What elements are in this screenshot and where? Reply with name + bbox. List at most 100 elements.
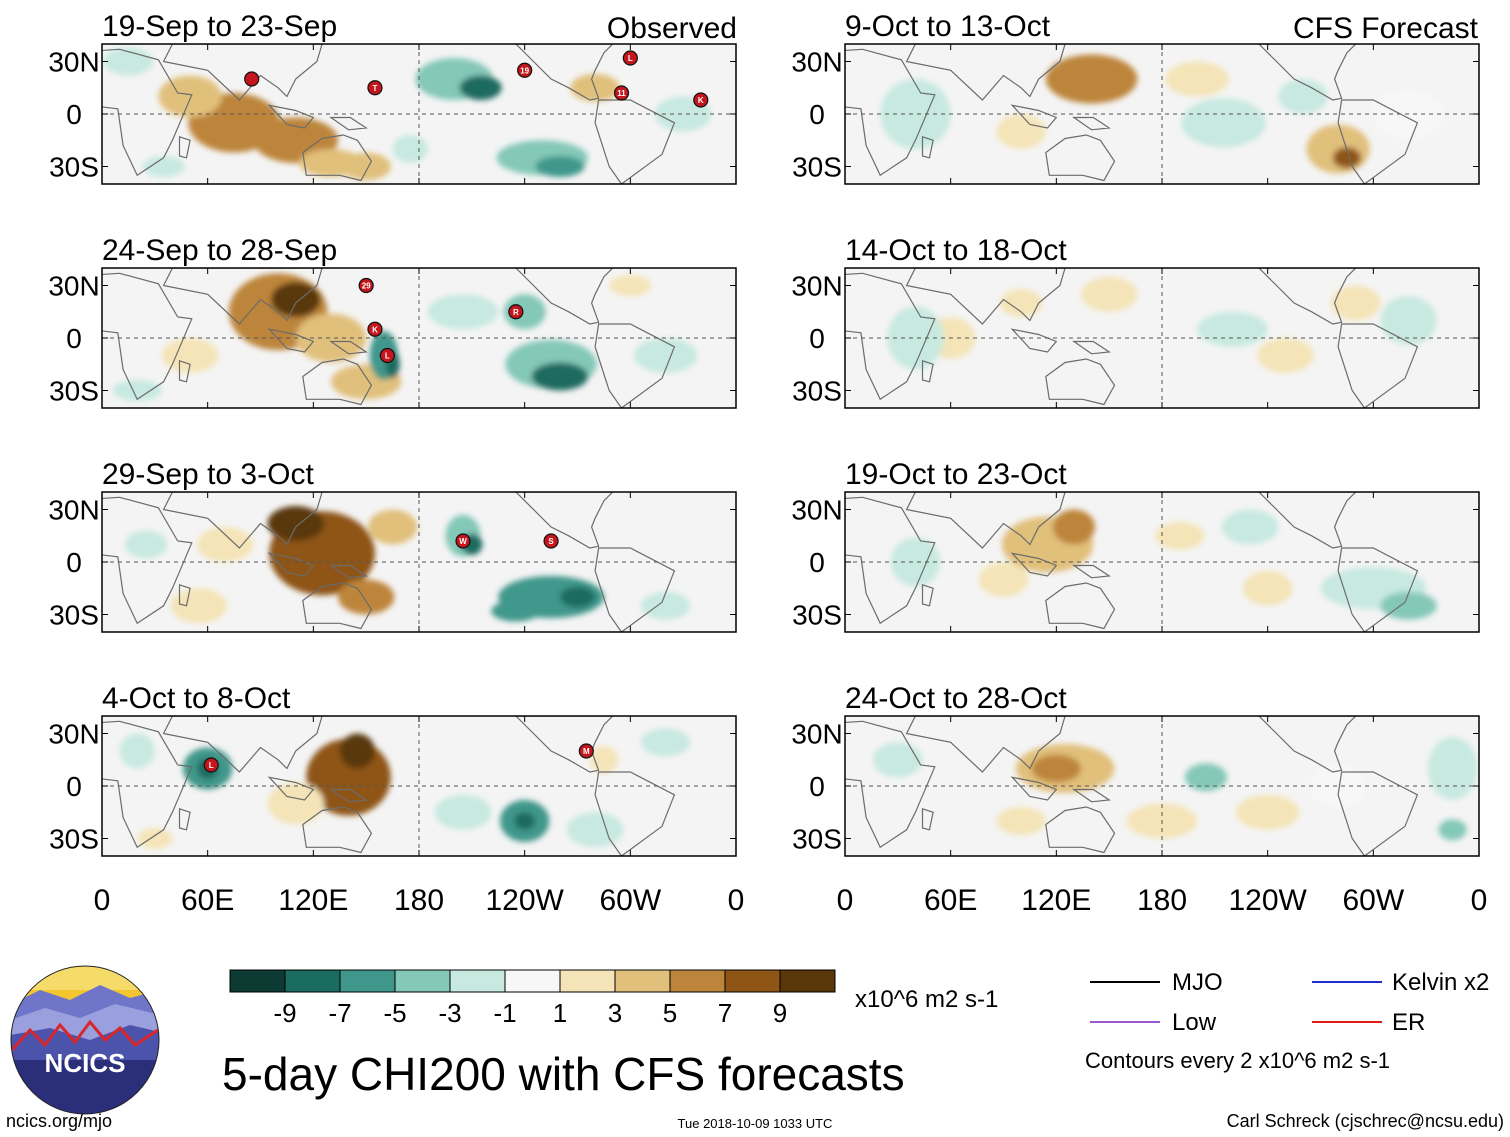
coastline (162, 716, 323, 773)
coastline (1258, 492, 1357, 549)
coastline (594, 547, 676, 632)
anomaly-blob-6 (341, 152, 391, 181)
panel-field: 29 K L R (102, 268, 736, 408)
anomaly-blob-2 (1052, 509, 1096, 545)
y-axis-label: 30N (791, 271, 842, 302)
panel-field (845, 716, 1479, 856)
x-axis-label: 180 (394, 884, 444, 917)
coastline (1071, 116, 1111, 131)
anomaly-field (873, 737, 1478, 841)
storm-marker-2: S (543, 533, 559, 549)
coastline (102, 720, 193, 849)
coastline (1071, 564, 1111, 579)
anomaly-blob-7 (1181, 98, 1266, 148)
coastline (1337, 547, 1419, 632)
anomaly-blob-6 (1438, 819, 1467, 841)
x-axis-label: 60W (1342, 884, 1404, 917)
coastline (594, 99, 676, 184)
colorbar-swatch-11 (779, 969, 836, 993)
y-axis-label: 30N (48, 719, 99, 750)
anomaly-blob-9 (1154, 521, 1205, 550)
anomaly-blob-13 (142, 156, 185, 177)
panel-field (845, 268, 1479, 408)
colorbar-tick-label: -9 (273, 998, 296, 1028)
x-axis-label: 60E (181, 884, 234, 917)
anomaly-blob-8 (434, 794, 492, 830)
storm-marker-5: 11 (613, 85, 630, 101)
colorbar: -9 -7 -5 -3 -1 1 3 5 7 9 (229, 969, 836, 1028)
anomaly-blob-7 (873, 742, 923, 778)
coastline (1045, 358, 1116, 406)
panel-period-title: 9-Oct to 13-Oct (845, 10, 1051, 43)
y-axis-label: 0 (66, 99, 82, 130)
coastline (102, 272, 193, 401)
coastline (302, 806, 373, 854)
panel-field (845, 44, 1479, 184)
anomaly-blob-5 (996, 114, 1046, 149)
coastline (905, 492, 1066, 549)
coastline (594, 323, 676, 408)
panel-period-title: 14-Oct to 18-Oct (845, 234, 1067, 267)
coastline (515, 44, 614, 101)
coastline (1045, 806, 1116, 854)
anomaly-blob-13 (170, 588, 228, 624)
colorbar-tick-label: -7 (328, 998, 351, 1028)
colorbar-tick-label: 1 (553, 998, 567, 1028)
storm-marker-2: K (367, 321, 383, 337)
coastline (162, 44, 323, 101)
coastline (515, 492, 614, 549)
anomaly-blob-10 (119, 733, 155, 769)
anomaly-blob-10 (491, 600, 541, 622)
x-axis-label: 0 (728, 884, 745, 917)
storm-marker-3: L (379, 347, 395, 364)
coastline (1045, 582, 1116, 630)
contours-note: Contours every 2 x10^6 m2 s-1 (1085, 1048, 1390, 1073)
y-axis-label: 30N (48, 47, 99, 78)
y-axis-label: 30S (792, 824, 842, 855)
colorbar-swatch-7 (559, 969, 616, 993)
main-title: 5-day CHI200 with CFS forecasts (222, 1048, 905, 1100)
legend-label-kelvin: Kelvin x2 (1392, 969, 1489, 996)
coastline (845, 48, 936, 177)
legend-label-mjo: MJO (1172, 969, 1223, 996)
storm-label: 29 (362, 282, 371, 291)
anomaly-blob-4 (1380, 296, 1437, 345)
x-axis-label: 120E (1021, 884, 1091, 917)
forecast-column-label: CFS Forecast (1293, 12, 1479, 45)
y-axis-label: 30S (792, 152, 842, 183)
coastline (921, 359, 934, 383)
coastline (845, 720, 936, 849)
anomaly-blob-4 (367, 509, 418, 545)
colorbar-swatch-10 (724, 969, 781, 993)
y-axis-label: 0 (809, 771, 825, 802)
anomaly-blob-6 (880, 79, 951, 149)
coastline (102, 496, 193, 625)
coastline (921, 135, 934, 159)
anomaly-blob-4 (1332, 147, 1362, 169)
coastline (328, 788, 368, 803)
anomaly-blob-10 (535, 156, 585, 177)
x-axis-label: 0 (94, 884, 111, 917)
y-axis-label: 30N (48, 495, 99, 526)
colorbar-swatch-5 (449, 969, 506, 993)
coastline (178, 135, 191, 159)
y-axis-label: 30N (791, 495, 842, 526)
storm-label: T (373, 84, 378, 93)
y-axis-label: 30S (49, 600, 99, 631)
coastline (1258, 44, 1357, 101)
coastline (515, 268, 614, 325)
y-axis-label: 0 (809, 99, 825, 130)
anomaly-blob-2 (339, 733, 375, 769)
coastline (162, 268, 323, 325)
anomaly-blob-5 (1427, 737, 1478, 800)
anomaly-blob-5 (197, 527, 254, 562)
footer-left: ncics.org/mjo (6, 1111, 112, 1131)
observed-column-label: Observed (607, 12, 737, 45)
